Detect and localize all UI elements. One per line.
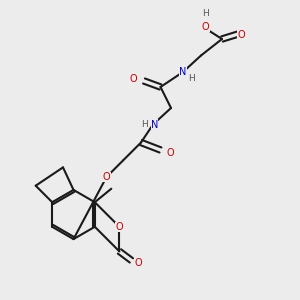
Text: O: O — [116, 222, 123, 232]
Text: O: O — [167, 148, 174, 158]
Text: O: O — [130, 74, 137, 85]
Text: O: O — [103, 172, 110, 182]
Text: H: H — [141, 120, 148, 129]
Text: O: O — [202, 22, 209, 32]
Text: N: N — [179, 67, 187, 77]
Text: H: H — [202, 9, 209, 18]
Text: N: N — [151, 119, 158, 130]
Text: O: O — [134, 258, 142, 268]
Text: O: O — [238, 29, 245, 40]
Text: H: H — [188, 74, 195, 83]
